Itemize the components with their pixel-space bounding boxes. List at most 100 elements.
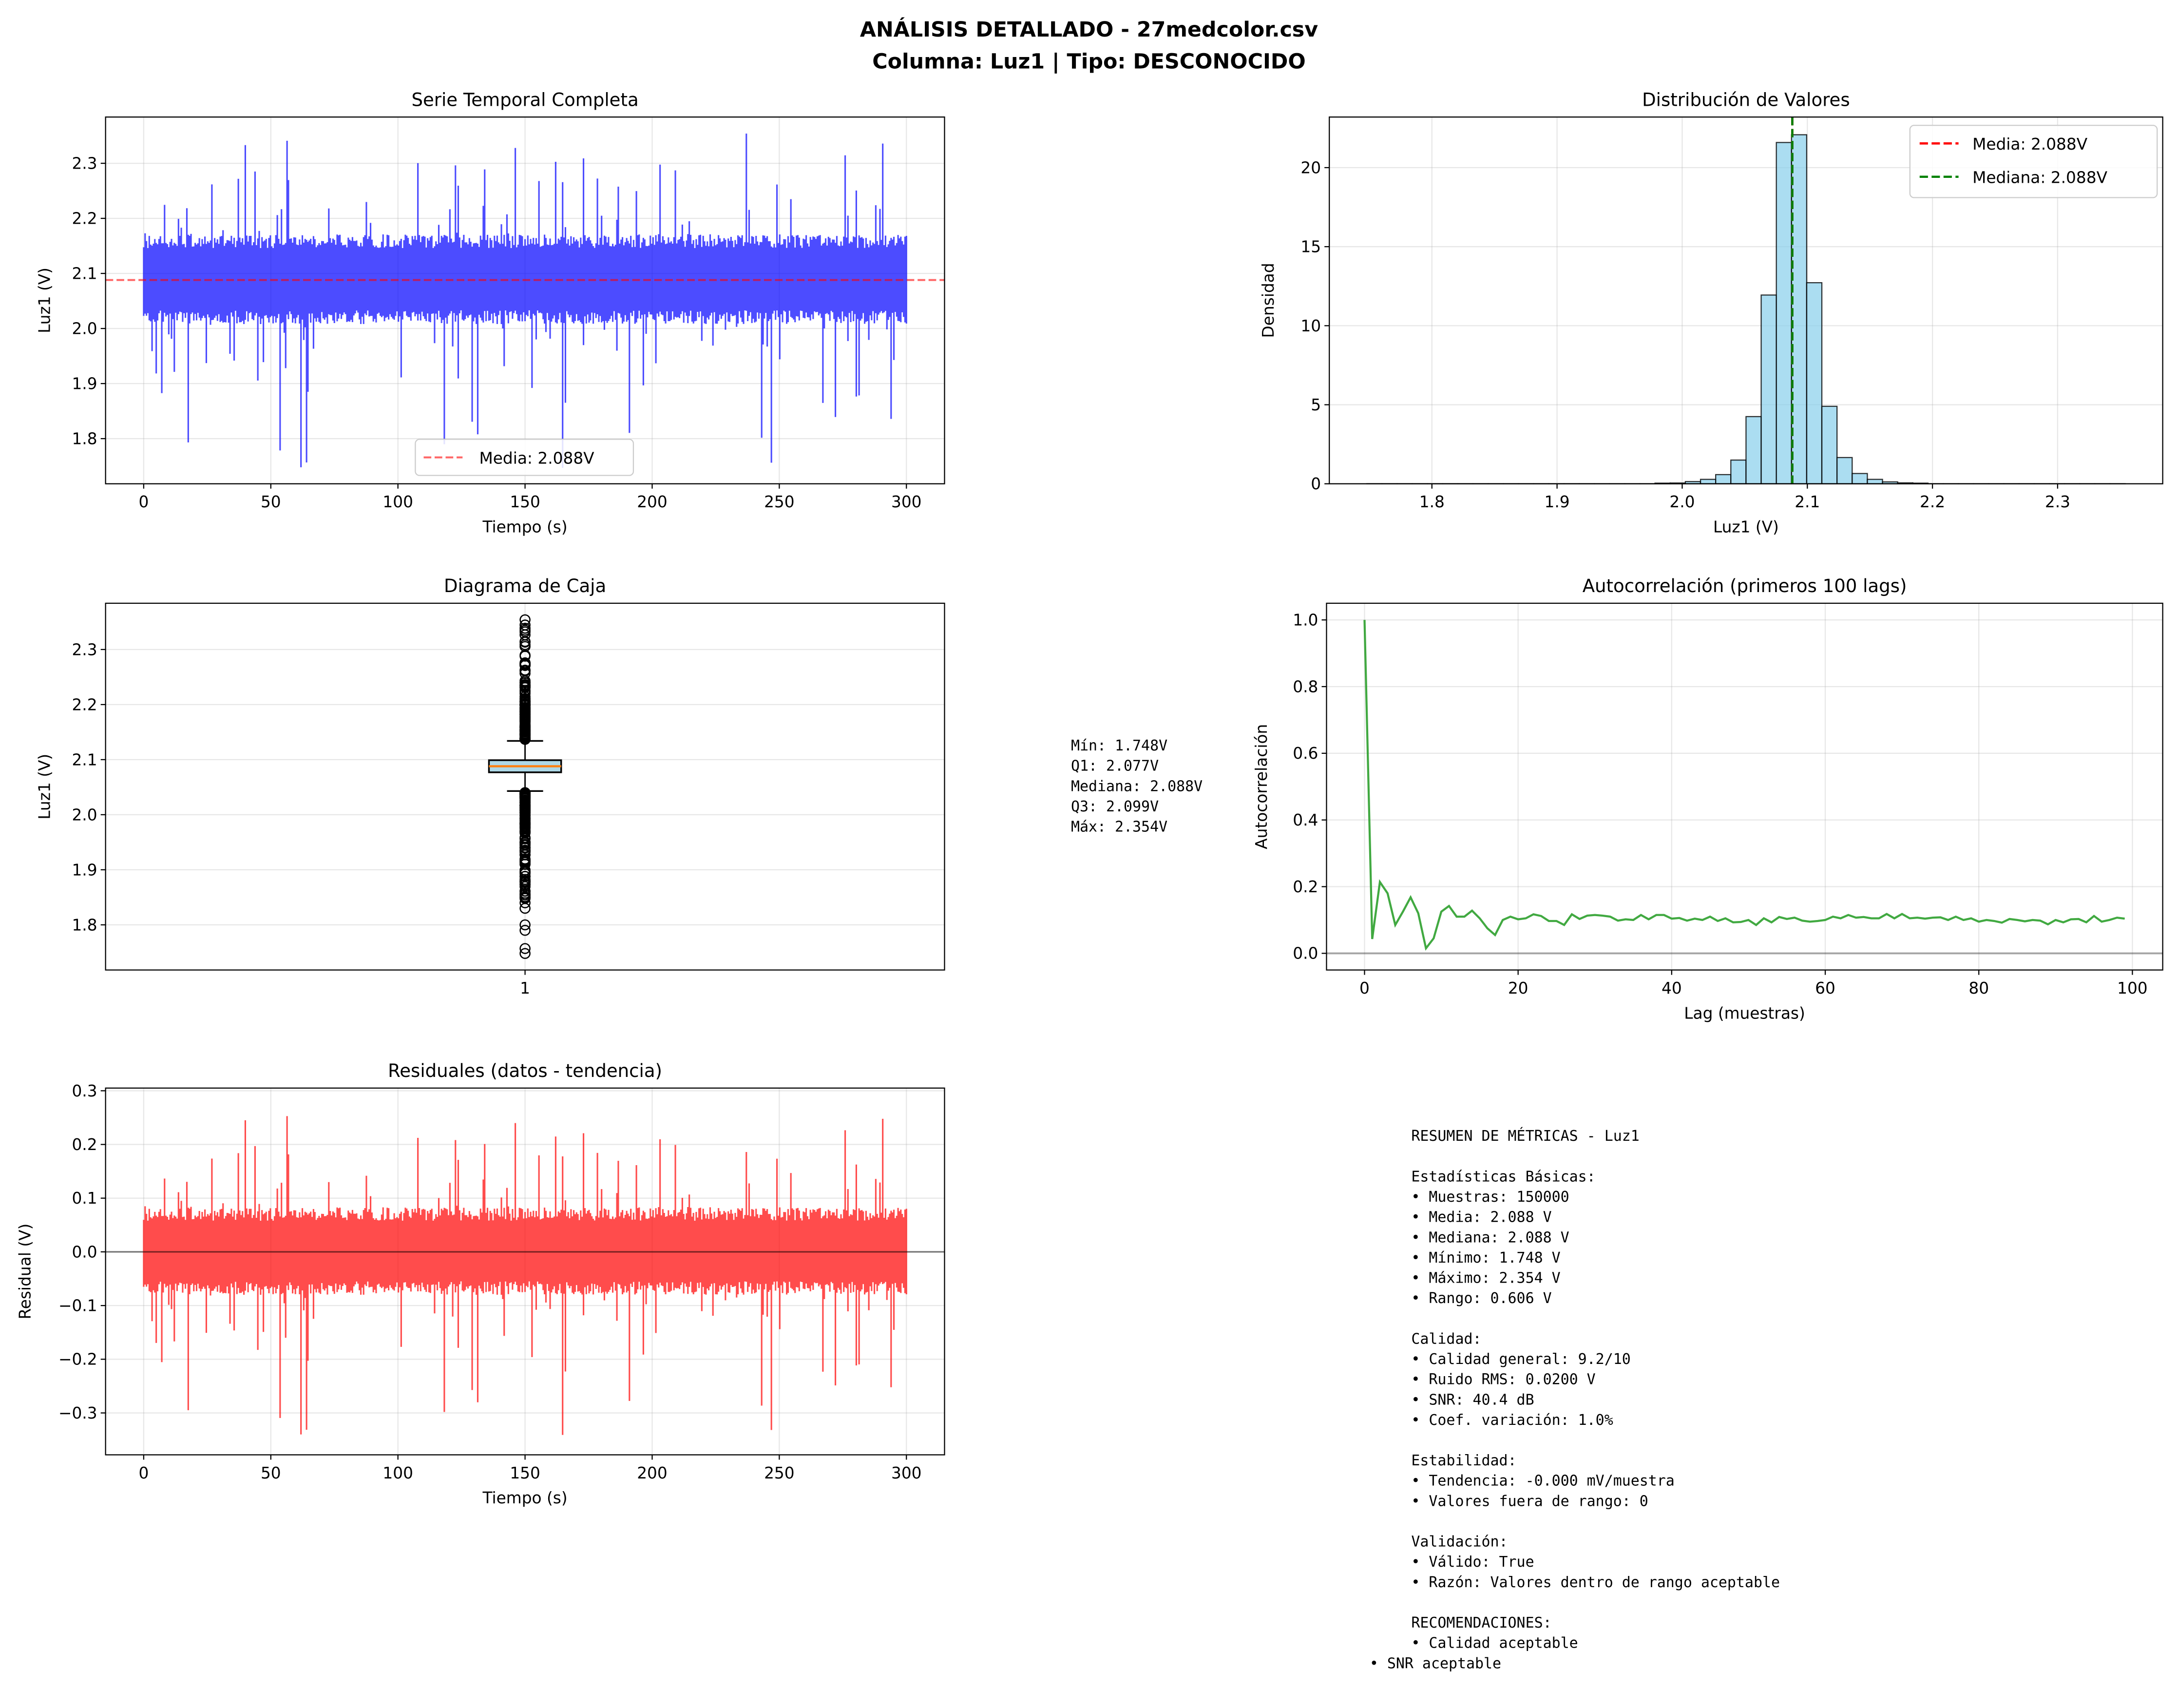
flier-point xyxy=(519,924,531,936)
boxplot-panel: 1 1.8 1.9 2.0 2.1 2.2 2.3 Diagrama de Caja Luz1 … xyxy=(36,576,945,998)
x-tick-label: 50 xyxy=(261,493,281,511)
axes-decoration: 0 50 100 150 200 250 300 −0.3 −0.2 −0.1 0.0 0.1 0.2 0… xyxy=(16,1060,945,1507)
y-tick-label: 2.0 xyxy=(72,320,97,338)
x-tick-label: 0 xyxy=(1359,979,1370,998)
flier-point xyxy=(519,685,531,696)
plot-area xyxy=(488,614,562,959)
flier-point xyxy=(519,688,531,699)
metrics-line: • Media: 2.088 V xyxy=(1411,1209,1551,1226)
metrics-line: • Calidad general: 9.2/10 xyxy=(1411,1351,1630,1368)
box-stat-line: Máx: 2.354V xyxy=(1071,819,1167,836)
axes-title: Diagrama de Caja xyxy=(444,576,606,596)
plot-area xyxy=(105,1116,945,1435)
y-axis-label: Luz1 (V) xyxy=(36,754,54,820)
metrics-line: • Calidad aceptable xyxy=(1411,1635,1578,1652)
flier-point xyxy=(519,943,531,954)
x-tick-label: 0 xyxy=(138,1464,149,1482)
y-tick-label: 5 xyxy=(1311,396,1321,414)
box-stats-text: Mín: 1.748V Q1: 2.077V Mediana: 2.088V Q3: … xyxy=(1071,737,1203,835)
y-tick-label: 2.0 xyxy=(72,806,97,824)
histogram-bar xyxy=(1700,479,1717,484)
histogram-bar xyxy=(1821,405,1838,484)
flier-point xyxy=(519,919,531,931)
flier-point xyxy=(519,948,531,959)
metrics-line: • SNR: 40.4 dB xyxy=(1411,1391,1534,1408)
flier-point xyxy=(519,818,531,829)
legend: Media: 2.088V Mediana: 2.088V xyxy=(1909,125,2158,198)
legend-label-median: Mediana: 2.088V xyxy=(1972,169,2108,187)
x-tick-label: 2.0 xyxy=(1669,493,1695,511)
y-tick-label: 15 xyxy=(1300,238,1321,256)
x-tick-label: 200 xyxy=(637,493,668,511)
histogram-bar xyxy=(1836,457,1853,484)
plot-area xyxy=(1326,620,2163,955)
y-tick-label: 10 xyxy=(1300,317,1321,335)
flier-point xyxy=(519,619,531,631)
histogram-bar xyxy=(1745,416,1762,484)
y-tick-label: 20 xyxy=(1300,158,1321,177)
legend-label-mean: Media: 2.088V xyxy=(479,449,595,467)
flier-point xyxy=(519,844,531,856)
y-tick-label: −0.2 xyxy=(58,1350,97,1369)
x-tick-label: 250 xyxy=(764,1464,795,1482)
x-tick-label: 100 xyxy=(382,493,413,511)
y-tick-label: 0.0 xyxy=(72,1243,97,1261)
box-stat-line: Mediana: 2.088V xyxy=(1071,778,1203,795)
flier-point xyxy=(519,833,531,844)
y-tick-label: 1.8 xyxy=(72,916,97,934)
axes-title: Distribución de Valores xyxy=(1642,89,1850,110)
flier-point xyxy=(519,812,531,824)
axes-decoration: 1 1.8 1.9 2.0 2.1 2.2 2.3 Diagrama de Caja Luz1 … xyxy=(36,576,945,998)
axes-decoration: 1.8 1.9 2.0 2.1 2.2 2.3 0 5 10 15 20 Distribución d… xyxy=(1259,89,2163,537)
flier-point xyxy=(519,733,531,745)
legend-box xyxy=(1909,125,2158,198)
x-tick-label: 60 xyxy=(1815,979,1835,998)
flier-point xyxy=(519,614,531,626)
x-tick-label: 100 xyxy=(382,1464,413,1482)
flier-point xyxy=(519,826,531,837)
metrics-line: • Rango: 0.606 V xyxy=(1411,1290,1551,1307)
metrics-summary-text: RESUMEN DE MÉTRICAS - Luz1 Estadísticas B… xyxy=(1370,1127,1780,1672)
histogram-bar xyxy=(1791,134,1808,484)
x-tick-label: 20 xyxy=(1508,979,1528,998)
metrics-line: Calidad: xyxy=(1411,1330,1481,1347)
figure-title-line1: ANÁLISIS DETALLADO - 27medcolor.csv xyxy=(860,17,1318,42)
flier-point xyxy=(519,715,531,727)
flier-point xyxy=(519,679,531,690)
flier-point xyxy=(519,623,531,634)
flier-point xyxy=(519,707,531,718)
flier-point xyxy=(519,636,531,648)
y-tick-label: 1.0 xyxy=(1293,611,1318,630)
metrics-line: • Muestras: 150000 xyxy=(1411,1189,1569,1206)
plot-area xyxy=(1366,117,2126,484)
grid xyxy=(1326,603,2163,970)
y-axis-label: Luz1 (V) xyxy=(36,268,54,333)
y-tick-label: 0 xyxy=(1311,475,1321,493)
metrics-line: • Válido: True xyxy=(1411,1554,1534,1571)
x-tick-label: 1.9 xyxy=(1545,493,1570,511)
metrics-line: RECOMENDACIONES: xyxy=(1411,1614,1551,1631)
y-tick-label: 0.0 xyxy=(1293,944,1318,963)
legend: Media: 2.088V xyxy=(415,439,634,476)
y-tick-label: 2.3 xyxy=(72,640,97,659)
x-tick-label: 2.2 xyxy=(1920,493,1945,511)
metrics-line: • Tendencia: -0.000 mV/muestra xyxy=(1411,1473,1674,1490)
x-axis-label: Tiempo (s) xyxy=(482,518,568,537)
axes-frame xyxy=(1329,116,2163,484)
metrics-line: • Ruido RMS: 0.0200 V xyxy=(1411,1371,1595,1388)
box-stat-line: Q3: 2.099V xyxy=(1071,798,1159,815)
flier-point xyxy=(519,788,531,800)
y-tick-label: 2.3 xyxy=(72,154,97,173)
y-axis-label: Residual (V) xyxy=(16,1224,35,1320)
flier-point xyxy=(519,693,531,705)
metrics-line: • Razón: Valores dentro de rango aceptab… xyxy=(1411,1574,1780,1591)
flier-point xyxy=(519,892,531,903)
residuals-panel: 0 50 100 150 200 250 300 −0.3 −0.2 −0.1 0.0 0.1 0.2 0… xyxy=(16,1060,945,1507)
histogram-panel: 1.8 1.9 2.0 2.1 2.2 2.3 0 5 10 15 20 Distribución d… xyxy=(1259,89,2163,537)
flier-point xyxy=(519,871,531,882)
metrics-line: Estadísticas Básicas: xyxy=(1411,1168,1595,1185)
x-tick-label: 40 xyxy=(1662,979,1682,998)
y-tick-label: 0.3 xyxy=(72,1082,97,1100)
flier-point xyxy=(519,800,531,811)
flier-point xyxy=(519,658,531,669)
